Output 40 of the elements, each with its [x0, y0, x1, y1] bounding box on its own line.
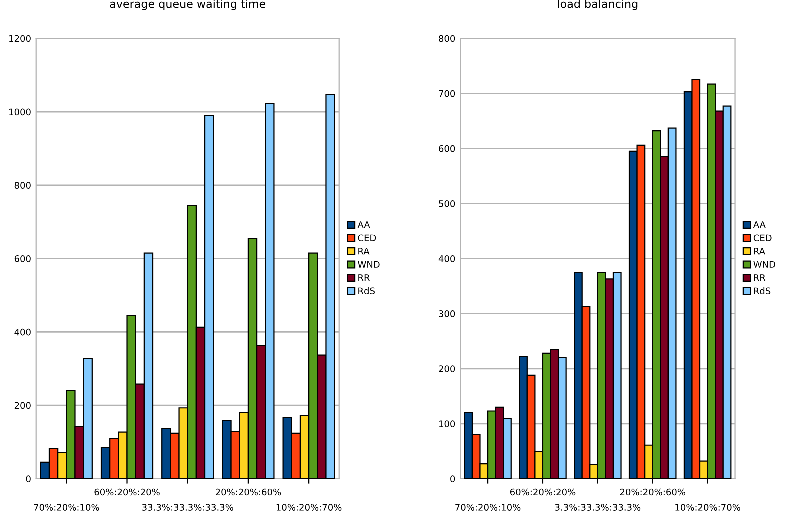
y-tick-label: 300	[439, 310, 456, 318]
y-tick-label: 200	[439, 366, 456, 372]
chart-title: load balancing	[558, 0, 638, 10]
y-tick-label: 1000	[10, 108, 31, 116]
y-tick-label: 600	[14, 256, 31, 262]
y-tick-label: 400	[14, 328, 31, 336]
y-tick-label: 0	[450, 476, 456, 483]
legend-label: RA	[754, 248, 766, 255]
x-tick-label: 33.3%:33.3%:33.3%	[142, 504, 234, 511]
y-tick-label: 800	[14, 182, 31, 189]
legend-label: WND	[358, 261, 380, 268]
legend-label: RdS	[358, 288, 375, 295]
y-tick-label: 100	[439, 420, 456, 428]
x-tick-label: 20%:20%:60%	[216, 488, 282, 496]
x-tick-label: 10%:20%:70%	[676, 504, 740, 511]
x-tick-label: 60%:20%:20%	[94, 488, 160, 496]
legend-label: CED	[358, 234, 376, 242]
x-tick-label: 10%:20%:70%	[276, 504, 342, 511]
y-tick-label: 800	[439, 35, 456, 42]
y-tick-label: 200	[14, 402, 31, 410]
x-tick-label: 70%:20%:10%	[34, 504, 100, 511]
y-tick-label: 1200	[10, 35, 31, 42]
legend-label: AA	[753, 222, 766, 228]
x-tick-label: 70%:20%:10%	[456, 504, 521, 511]
x-tick-label: 60%:20%:20%	[510, 488, 576, 496]
y-tick-label: 0	[26, 476, 31, 483]
legend-label: AA	[358, 222, 370, 228]
y-tick-label: 400	[438, 256, 456, 262]
legend-label: CED	[754, 234, 772, 242]
x-tick-label: 20%:20%:60%	[620, 488, 686, 496]
legend-label: RR	[754, 274, 766, 282]
y-tick-label: 500	[439, 200, 456, 208]
y-tick-label: 600	[439, 145, 456, 152]
y-tick-label: 700	[439, 90, 456, 98]
chart-title: average queue waiting time	[110, 0, 266, 10]
legend-label: WND	[754, 261, 776, 268]
legend-label: RA	[358, 248, 370, 255]
legend-label: RdS	[754, 288, 771, 295]
legend-label: RR	[358, 274, 370, 282]
x-tick-label: 3.3%:33.3%:33.3%	[555, 504, 641, 511]
